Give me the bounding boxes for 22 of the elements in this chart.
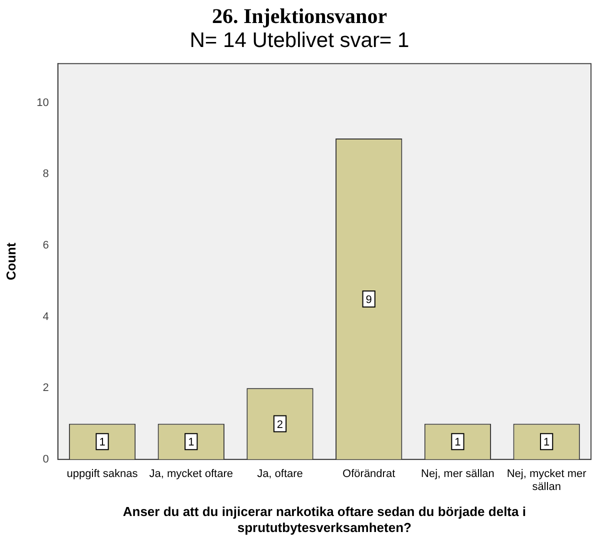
y-tick-label: 6 xyxy=(42,239,49,252)
data-label: 9 xyxy=(366,294,372,306)
data-label: 2 xyxy=(276,418,284,431)
x-tick-label: Ja, mycket oftare xyxy=(149,468,234,480)
data-label: 1 xyxy=(188,436,194,449)
y-tick-label: 4 xyxy=(42,310,49,323)
y-tick-label: 8 xyxy=(42,168,49,180)
y-tick-label: 10 xyxy=(36,96,49,109)
data-label: 1 xyxy=(454,436,461,449)
chart-title: 26. Injektionsvanor xyxy=(210,4,388,28)
x-tick-label: uppgift saknas xyxy=(66,468,138,480)
y-axis-title: Count xyxy=(3,242,18,280)
y-tick-label: 2 xyxy=(42,382,49,394)
data-label: 1 xyxy=(544,436,550,449)
x-tick-label: Nej, mycket mer sällan xyxy=(506,468,587,494)
chart-subtitle: N= 14 Uteblivet svar= 1 xyxy=(188,28,410,54)
x-tick-label: Ja, oftare xyxy=(257,468,303,480)
x-tick-label: Nej, mer sällan xyxy=(421,468,494,480)
y-tick-label: 0 xyxy=(42,453,49,466)
data-label: 1 xyxy=(99,436,106,449)
x-axis-title: Anser du att du injicerar narkotika oftare sedan du började delta i sprututbytesverksamheten? xyxy=(122,504,526,535)
x-tick-label: Oförändrat xyxy=(342,468,396,480)
